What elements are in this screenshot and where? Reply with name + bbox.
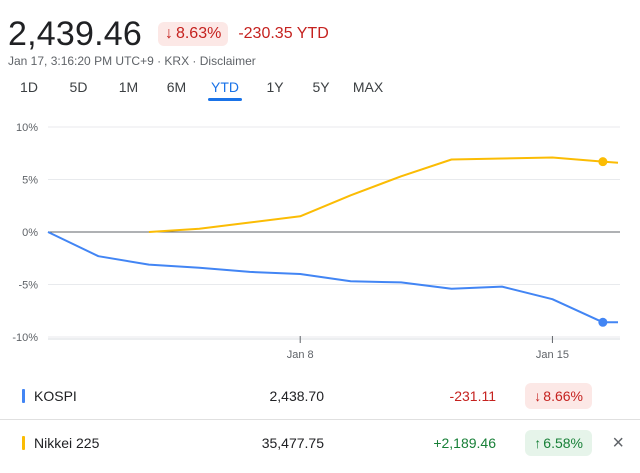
comparison-row-kospi[interactable]: KOSPI 2,438.70 -231.11 ↓ 8.66% xyxy=(0,373,640,420)
x-axis: Jan 8 Jan 15 xyxy=(48,336,620,361)
disclaimer-link[interactable]: Disclaimer xyxy=(199,54,256,68)
arrow-down-icon: ↓ xyxy=(164,25,173,42)
chart-series xyxy=(47,156,619,327)
index-percent-badge: ↓ 8.66% xyxy=(525,383,592,409)
series-line-nikkei-225 xyxy=(148,156,619,233)
quote-meta: Jan 17, 3:16:20 PM UTC+9 · KRX · Disclai… xyxy=(8,54,256,68)
y-tick-label: 0% xyxy=(22,227,38,239)
series-endpoint-marker xyxy=(598,317,608,327)
tab-max[interactable]: MAX xyxy=(352,79,384,95)
index-name: Nikkei 225 xyxy=(34,435,100,451)
range-tabs: 1D 5D 1M 6M YTD 1Y 5Y MAX xyxy=(14,79,386,101)
percent-change-badge: ↓ 8.63% xyxy=(157,22,229,46)
index-value: 2,438.70 xyxy=(269,388,325,404)
tab-1d[interactable]: 1D xyxy=(20,79,38,95)
comparison-row-nikkei[interactable]: Nikkei 225 35,477.75 +2,189.46 ↑ 6.58% × xyxy=(0,420,640,466)
index-change: +2,189.46 xyxy=(433,435,496,451)
index-change: -231.11 xyxy=(449,388,496,404)
y-tick-label: -10% xyxy=(12,332,38,344)
quote-header: 2,439.46 ↓ 8.63% -230.35 YTD xyxy=(8,10,329,58)
y-tick-label: 5% xyxy=(22,175,38,187)
ytd-change: -230.35 YTD xyxy=(238,25,329,42)
x-tick-label: Jan 8 xyxy=(287,349,314,361)
series-line-kospi xyxy=(47,231,618,324)
series-color-swatch xyxy=(22,436,25,450)
close-icon[interactable]: × xyxy=(612,432,624,454)
arrow-up-icon: ↑ xyxy=(534,435,542,451)
index-percent-badge: ↑ 6.58% xyxy=(525,430,592,456)
current-price: 2,439.46 xyxy=(8,14,142,53)
tab-6m[interactable]: 6M xyxy=(166,79,187,95)
index-name: KOSPI xyxy=(34,388,77,404)
tab-1m[interactable]: 1M xyxy=(118,79,139,95)
y-axis-labels: 10% 5% 0% -5% -10% xyxy=(12,122,38,344)
y-tick-label: 10% xyxy=(16,122,38,134)
tab-ytd[interactable]: YTD xyxy=(208,79,242,101)
chart-grid xyxy=(48,126,620,338)
x-tick-label: Jan 15 xyxy=(536,349,569,361)
price-chart[interactable]: 10% 5% 0% -5% -10% Jan 8 Jan 15 xyxy=(0,112,640,367)
tab-5y[interactable]: 5Y xyxy=(312,79,330,95)
index-percent: 8.66% xyxy=(543,388,583,404)
arrow-down-icon: ↓ xyxy=(534,388,542,404)
tab-1y[interactable]: 1Y xyxy=(266,79,284,95)
timestamp-exchange: Jan 17, 3:16:20 PM UTC+9 · KRX · xyxy=(8,54,200,68)
series-endpoint-marker xyxy=(598,157,608,167)
percent-change-value: 8.63% xyxy=(175,25,222,42)
tab-5d[interactable]: 5D xyxy=(69,79,88,95)
index-value: 35,477.75 xyxy=(261,435,324,451)
y-tick-label: -5% xyxy=(18,280,38,292)
series-color-swatch xyxy=(22,389,25,403)
index-percent: 6.58% xyxy=(543,435,583,451)
